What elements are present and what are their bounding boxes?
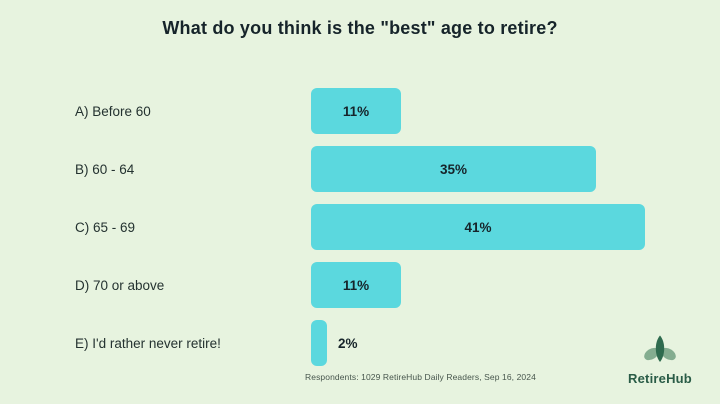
value-label: 2% (338, 335, 358, 351)
category-label: C) 65 - 69 (75, 219, 136, 235)
leaf-center (655, 335, 665, 362)
chart-row: D) 70 or above 11% (75, 256, 690, 314)
leaf-right-petal (661, 347, 676, 361)
bar: 11% (311, 262, 401, 308)
category-label: D) 70 or above (75, 277, 165, 293)
value-label: 35% (439, 161, 468, 177)
bar-track: 41% (311, 204, 690, 250)
category-label: E) I'd rather never retire! (75, 335, 221, 351)
bar: 11% (311, 88, 401, 134)
brand-logo: RetireHub (622, 334, 698, 386)
bar-track: 11% (311, 88, 690, 134)
chart-title: What do you think is the "best" age to r… (162, 18, 558, 38)
leaf-left-petal (644, 347, 659, 361)
bar: 35% (311, 146, 596, 192)
chart-row: C) 65 - 69 41% (75, 198, 690, 256)
chart-row: B) 60 - 64 35% (75, 140, 690, 198)
bar-chart: A) Before 60 11% B) 60 - 64 35% C) 65 - 69 41… (75, 82, 690, 372)
bar-track: 35% (311, 146, 690, 192)
chart-row: E) I'd rather never retire! 2% (75, 314, 690, 372)
value-label: 11% (342, 103, 370, 119)
bar-track: 2% (311, 320, 690, 366)
chart-row: A) Before 60 11% (75, 82, 690, 140)
bar: 41% (311, 204, 645, 250)
leaf-logo-icon (644, 335, 676, 362)
category-label: A) Before 60 (75, 103, 151, 119)
category-label: B) 60 - 64 (75, 161, 135, 177)
bar: 2% (311, 320, 358, 366)
respondents-note: Respondents: 1029 RetireHub Daily Reader… (305, 372, 536, 382)
value-label: 11% (342, 277, 370, 293)
brand-name: RetireHub (628, 371, 692, 386)
bar-track: 11% (311, 262, 690, 308)
value-label: 41% (464, 219, 492, 235)
